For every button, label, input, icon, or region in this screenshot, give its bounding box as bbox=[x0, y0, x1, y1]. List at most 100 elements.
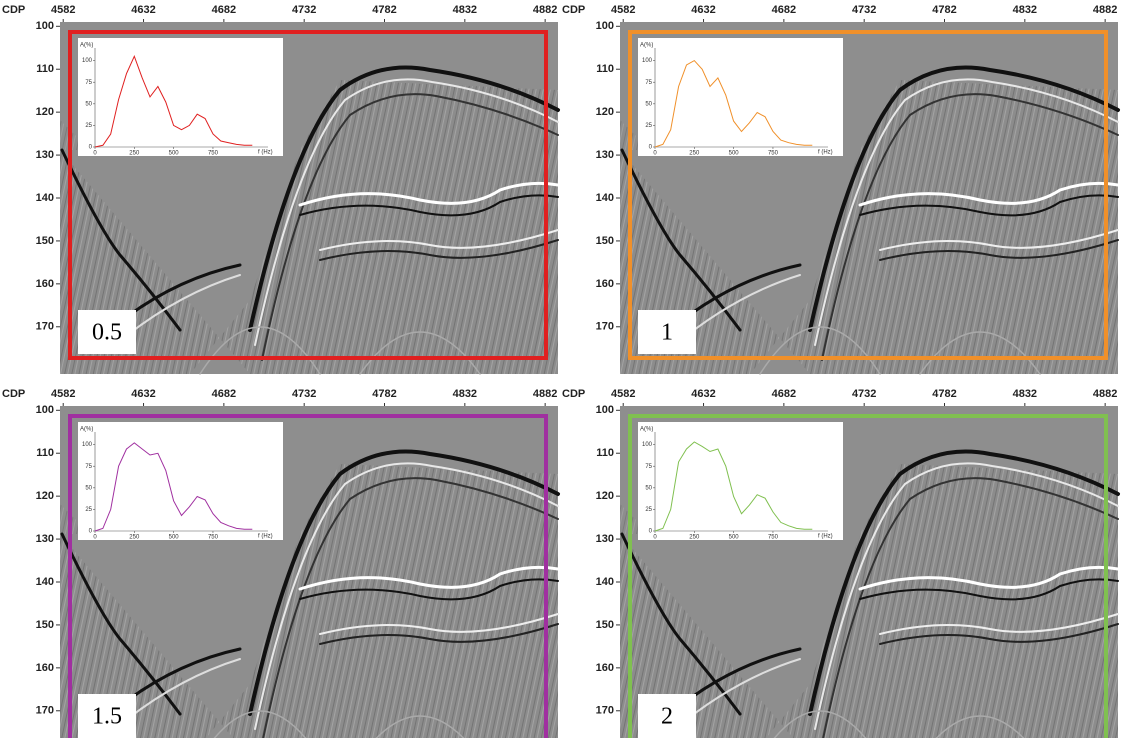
inset-y-tick-label: 25 bbox=[85, 507, 92, 513]
spectrum-line bbox=[654, 59, 813, 148]
inset-x-label: f (Hz) bbox=[818, 534, 833, 540]
y-tick-label: 150 bbox=[36, 235, 54, 247]
y-tick-label: 100 bbox=[596, 404, 614, 416]
panel: CDP 4582 4632 4682 4732 4782 4832 4882100110120… bbox=[562, 4, 1120, 376]
x-tick-label: 4632 bbox=[691, 388, 715, 400]
x-tick-label: 4632 bbox=[131, 388, 155, 400]
inset-x-tick-label: 500 bbox=[169, 151, 180, 157]
panel-border bbox=[68, 30, 548, 360]
inset-x-tick-label: 750 bbox=[208, 535, 219, 541]
x-axis-label: CDP bbox=[562, 388, 585, 400]
x-tick-label: 4732 bbox=[852, 4, 876, 16]
y-tick-label: 140 bbox=[36, 192, 54, 204]
x-tick-label: 4582 bbox=[51, 388, 75, 400]
label-box bbox=[78, 310, 136, 354]
inset-y-tick-label: 0 bbox=[649, 145, 653, 151]
spectrum-line bbox=[654, 441, 813, 532]
x-tick-label: 4732 bbox=[852, 388, 876, 400]
y-tick-label: 100 bbox=[36, 20, 54, 32]
x-tick-label: 4632 bbox=[131, 4, 155, 16]
inset-y-label: A(%) bbox=[80, 427, 93, 433]
x-tick-label: 4832 bbox=[453, 388, 477, 400]
x-tick-label: 4782 bbox=[932, 388, 956, 400]
inset-y-tick-label: 25 bbox=[85, 123, 92, 129]
panel-label: 0.5 bbox=[92, 320, 122, 346]
inset-background bbox=[638, 38, 843, 156]
spectrum-line bbox=[94, 54, 253, 148]
y-tick-label: 160 bbox=[36, 662, 54, 674]
inset-x-tick-label: 250 bbox=[129, 151, 140, 157]
inset-y-tick-label: 75 bbox=[645, 80, 652, 86]
x-tick-label: 4682 bbox=[772, 4, 796, 16]
x-axis-label: CDP bbox=[2, 388, 25, 400]
inset-x-tick-label: 750 bbox=[208, 151, 219, 157]
x-tick-label: 4882 bbox=[533, 388, 557, 400]
inset-background bbox=[638, 422, 843, 540]
inset-y-tick-label: 0 bbox=[89, 145, 93, 151]
x-axis-label: CDP bbox=[562, 4, 585, 16]
y-tick-label: 130 bbox=[596, 533, 614, 545]
x-tick-label: 4782 bbox=[372, 4, 396, 16]
inset-y-label: A(%) bbox=[80, 43, 93, 49]
inset-background bbox=[78, 38, 283, 156]
x-tick-label: 4682 bbox=[772, 388, 796, 400]
x-tick-label: 4582 bbox=[611, 388, 635, 400]
inset-y-tick-label: 50 bbox=[85, 485, 92, 491]
inset-y-tick-label: 0 bbox=[89, 529, 93, 535]
x-tick-label: 4882 bbox=[1093, 4, 1117, 16]
y-tick-label: 160 bbox=[36, 278, 54, 290]
y-tick-label: 160 bbox=[596, 278, 614, 290]
y-tick-label: 170 bbox=[36, 705, 54, 717]
inset-y-label: A(%) bbox=[640, 427, 653, 433]
x-tick-label: 4832 bbox=[453, 4, 477, 16]
inset-y-tick-label: 100 bbox=[82, 442, 93, 448]
x-tick-label: 4682 bbox=[212, 388, 236, 400]
inset-x-tick-label: 750 bbox=[768, 535, 779, 541]
inset-y-tick-label: 50 bbox=[645, 485, 652, 491]
inset-x-tick-label: 0 bbox=[653, 151, 657, 157]
y-tick-label: 120 bbox=[596, 106, 614, 118]
inset-y-label: A(%) bbox=[640, 43, 653, 49]
inset-x-label: f (Hz) bbox=[258, 534, 273, 540]
x-tick-label: 4732 bbox=[292, 4, 316, 16]
inset-y-tick-label: 100 bbox=[642, 58, 653, 64]
y-tick-label: 110 bbox=[596, 447, 614, 459]
inset-background bbox=[78, 422, 283, 540]
y-tick-label: 150 bbox=[596, 235, 614, 247]
x-tick-label: 4832 bbox=[1013, 4, 1037, 16]
x-tick-label: 4732 bbox=[292, 388, 316, 400]
x-tick-label: 4882 bbox=[533, 4, 557, 16]
x-tick-label: 4682 bbox=[212, 4, 236, 16]
y-tick-label: 170 bbox=[36, 321, 54, 333]
panel-border bbox=[628, 414, 1108, 738]
inset-y-tick-label: 100 bbox=[82, 58, 93, 64]
panel-label: 2 bbox=[661, 704, 673, 730]
panel: CDP 4582 4632 4682 4732 4782 4832 4882100110120… bbox=[562, 388, 1120, 738]
y-tick-label: 120 bbox=[36, 490, 54, 502]
panel-label: 1.5 bbox=[92, 704, 122, 730]
panel: CDP 4582 4632 4682 4732 4782 4832 4882100110120… bbox=[2, 4, 560, 376]
inset-y-tick-label: 50 bbox=[85, 101, 92, 107]
y-tick-label: 130 bbox=[36, 149, 54, 161]
x-tick-label: 4882 bbox=[1093, 388, 1117, 400]
inset-y-tick-label: 0 bbox=[649, 529, 653, 535]
inset-y-tick-label: 75 bbox=[645, 464, 652, 470]
x-tick-label: 4832 bbox=[1013, 388, 1037, 400]
inset-x-tick-label: 750 bbox=[768, 151, 779, 157]
y-tick-label: 100 bbox=[596, 20, 614, 32]
y-tick-label: 120 bbox=[36, 106, 54, 118]
x-tick-label: 4782 bbox=[372, 388, 396, 400]
inset-x-label: f (Hz) bbox=[818, 150, 833, 156]
y-tick-label: 170 bbox=[596, 321, 614, 333]
panel-label: 1 bbox=[661, 320, 673, 346]
label-box bbox=[78, 694, 136, 738]
inset-x-tick-label: 250 bbox=[689, 535, 700, 541]
y-tick-label: 160 bbox=[596, 662, 614, 674]
spectrum-line bbox=[94, 442, 253, 532]
x-tick-label: 4782 bbox=[932, 4, 956, 16]
y-tick-label: 150 bbox=[596, 619, 614, 631]
panel-border bbox=[68, 414, 548, 738]
x-tick-label: 4582 bbox=[611, 4, 635, 16]
y-tick-label: 130 bbox=[596, 149, 614, 161]
